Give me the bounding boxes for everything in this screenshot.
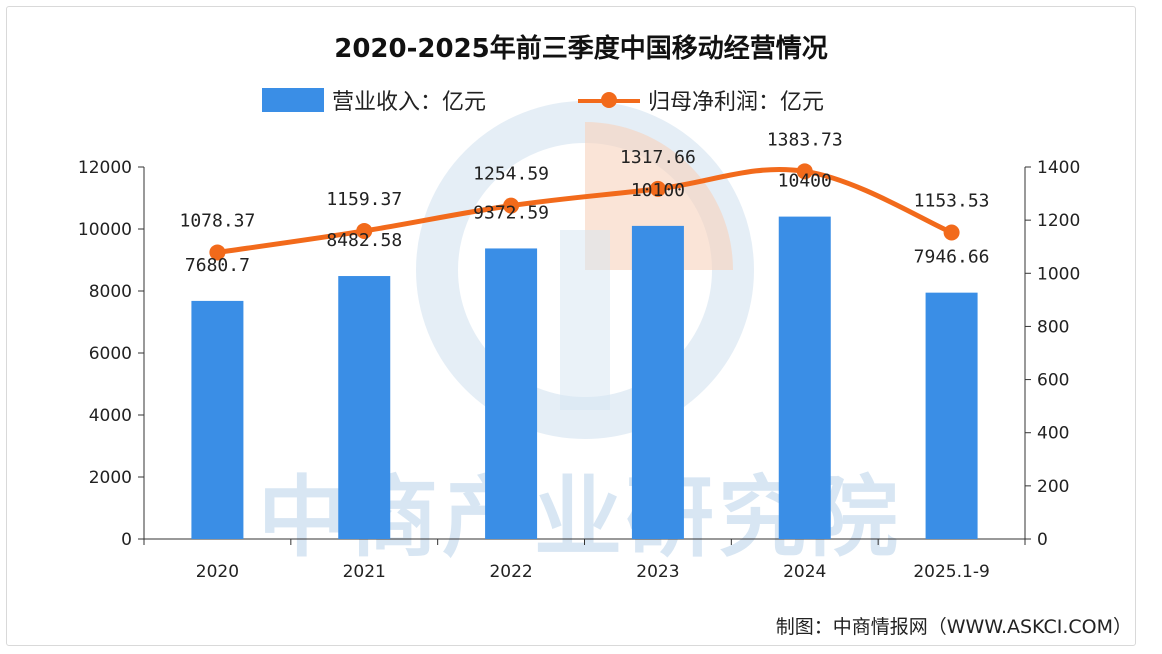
revenue-data-label: 8482.58 [326,230,402,251]
legend-item-revenue: 营业收入：亿元 [262,84,486,116]
legend-swatch-bar [262,88,324,112]
profit-data-label: 1153.53 [914,190,990,211]
revenue-data-label: 10400 [778,171,832,192]
x-tick-label: 2022 [489,562,532,582]
left-tick-label: 12000 [78,158,132,178]
right-tick-label: 1400 [1037,158,1080,178]
x-tick-label: 2025.1-9 [913,562,989,582]
profit-point [503,197,520,214]
profit-data-label: 1383.73 [767,129,843,150]
right-tick-label: 200 [1037,477,1069,497]
profit-data-label: 1078.37 [179,210,255,231]
right-tick-label: 600 [1037,371,1069,391]
profit-point [796,163,813,180]
x-tick-label: 2020 [196,562,239,582]
revenue-data-label: 9372.59 [473,202,549,223]
watermark-logo-stem [560,230,610,410]
legend-item-profit: 归母净利润：亿元 [578,84,824,116]
right-tick-label: 1200 [1037,211,1080,231]
source-credit: 制图：中商情报网（WWW.ASKCI.COM） [775,616,1132,638]
left-tick-label: 0 [121,530,132,550]
revenue-bar [338,276,391,539]
left-tick-label: 4000 [89,406,132,426]
x-tick-label: 2024 [783,562,826,582]
left-tick-label: 10000 [78,220,132,240]
profit-line [217,166,953,255]
right-tick-label: 800 [1037,317,1069,337]
profit-data-label: 1254.59 [473,164,549,185]
revenue-data-label: 7946.66 [914,247,990,268]
right-tick-label: 1000 [1037,264,1080,284]
right-tick-label: 400 [1037,424,1069,444]
chart-frame [6,6,1136,646]
chart-title: 2020-2025年前三季度中国移动经营情况 [334,34,828,64]
legend: 营业收入：亿元 归母净利润：亿元 [262,84,916,116]
x-tick-label: 2021 [343,562,386,582]
left-tick-label: 2000 [89,468,132,488]
left-tick-label: 6000 [89,344,132,364]
profit-point [209,244,226,261]
legend-label-revenue: 营业收入：亿元 [332,90,487,115]
revenue-data-label: 10100 [631,180,685,201]
profit-data-label: 1317.66 [620,147,696,168]
x-tick-label: 2023 [636,562,679,582]
profit-data-label: 1159.37 [326,189,402,210]
profit-point [649,180,666,197]
profit-point [356,222,373,239]
left-tick-label: 8000 [89,282,132,302]
revenue-bar [191,300,244,539]
revenue-data-label: 7680.7 [185,255,250,276]
revenue-bar [631,225,684,539]
revenue-bar [925,292,978,539]
profit-point [943,224,960,241]
right-tick-label: 0 [1037,530,1048,550]
legend-swatch-line [578,91,641,109]
revenue-bar [778,216,831,539]
revenue-bar [485,248,538,539]
legend-label-profit: 归母净利润：亿元 [648,90,825,115]
